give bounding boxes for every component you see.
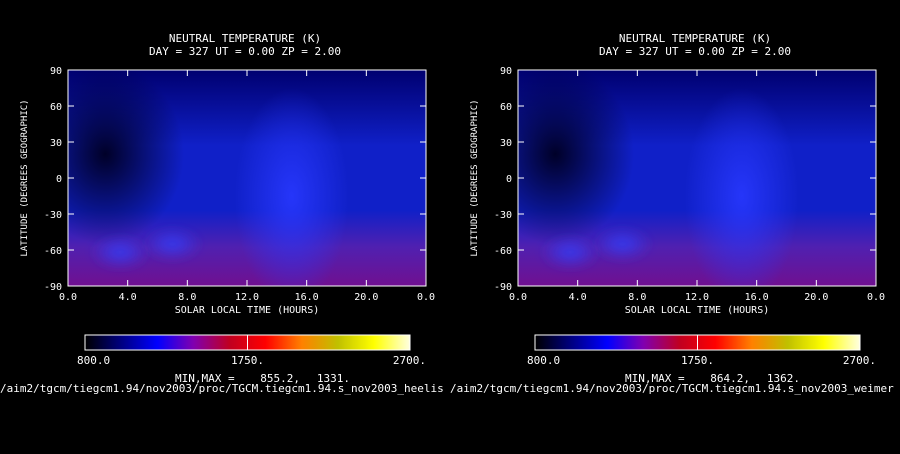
x-tick-label: 20.0: [354, 292, 378, 303]
colorbar-max-label: 2700.: [843, 354, 876, 367]
y-tick-label: 30: [500, 138, 512, 149]
y-axis-label: LATITUDE (DEGREES GEOGRAPHIC): [20, 99, 30, 256]
x-tick-label: 16.0: [295, 292, 319, 303]
colorbar-mid-label: 1750.: [231, 354, 264, 367]
minmax-label: MIN,MAX =: [625, 372, 685, 385]
y-axis-label: LATITUDE (DEGREES GEOGRAPHIC): [470, 99, 480, 256]
x-tick-label: 0.0: [59, 292, 77, 303]
chart-title: NEUTRAL TEMPERATURE (K): [619, 32, 771, 45]
x-tick-label: 4.0: [119, 292, 137, 303]
x-tick-label: 0.0: [417, 292, 435, 303]
min-value: 855.2,: [260, 372, 300, 385]
x-tick-label: 8.0: [628, 292, 646, 303]
y-tick-label: 30: [50, 138, 62, 149]
minmax-label: MIN,MAX =: [175, 372, 235, 385]
chart-title: NEUTRAL TEMPERATURE (K): [169, 32, 321, 45]
night-minimum-region: [518, 70, 635, 245]
y-tick-label: -30: [494, 210, 512, 221]
y-tick-label: -90: [494, 282, 512, 293]
max-value: 1362.: [767, 372, 800, 385]
night-minimum-region: [68, 70, 185, 245]
colorbar-min-label: 800.0: [527, 354, 560, 367]
southern-lobe-1: [91, 237, 149, 268]
y-tick-label: -30: [44, 210, 62, 221]
x-tick-label: 12.0: [235, 292, 259, 303]
southern-lobe-2: [593, 228, 652, 260]
southern-lobe-1: [541, 237, 599, 268]
heatmap-panel-1: NEUTRAL TEMPERATURE (K)DAY = 327 UT = 0.…: [20, 32, 435, 385]
temperature-field: [518, 70, 876, 286]
y-tick-label: -60: [494, 246, 512, 257]
file-path-right: /aim2/tgcm/tiegcm1.94/nov2003/proc/TGCM.…: [450, 382, 894, 395]
colorbar-min-label: 800.0: [77, 354, 110, 367]
x-tick-label: 4.0: [569, 292, 587, 303]
heatmap-panel-2: NEUTRAL TEMPERATURE (K)DAY = 327 UT = 0.…: [470, 32, 885, 385]
x-axis-label: SOLAR LOCAL TIME (HOURS): [175, 305, 320, 316]
daytime-maximum-region: [684, 88, 800, 286]
y-tick-label: 0: [56, 174, 62, 185]
southern-lobe-2: [143, 228, 202, 260]
y-tick-label: 90: [50, 66, 62, 77]
x-tick-label: 8.0: [178, 292, 196, 303]
x-tick-label: 0.0: [509, 292, 527, 303]
chart-subtitle: DAY = 327 UT = 0.00 ZP = 2.00: [149, 45, 341, 58]
colorbar-max-label: 2700.: [393, 354, 426, 367]
min-value: 864.2,: [710, 372, 750, 385]
max-value: 1331.: [317, 372, 350, 385]
daytime-maximum-region: [234, 88, 350, 286]
y-tick-label: 90: [500, 66, 512, 77]
x-tick-label: 0.0: [867, 292, 885, 303]
y-tick-label: 0: [506, 174, 512, 185]
y-tick-label: 60: [500, 102, 512, 113]
colorbar-mid-label: 1750.: [681, 354, 714, 367]
y-tick-label: 60: [50, 102, 62, 113]
x-tick-label: 12.0: [685, 292, 709, 303]
x-tick-label: 20.0: [804, 292, 828, 303]
temperature-field: [68, 70, 426, 286]
y-tick-label: -90: [44, 282, 62, 293]
x-tick-label: 16.0: [745, 292, 769, 303]
x-axis-label: SOLAR LOCAL TIME (HOURS): [625, 305, 770, 316]
chart-subtitle: DAY = 327 UT = 0.00 ZP = 2.00: [599, 45, 791, 58]
file-path-left: /aim2/tgcm/tiegcm1.94/nov2003/proc/TGCM.…: [0, 382, 444, 395]
y-tick-label: -60: [44, 246, 62, 257]
